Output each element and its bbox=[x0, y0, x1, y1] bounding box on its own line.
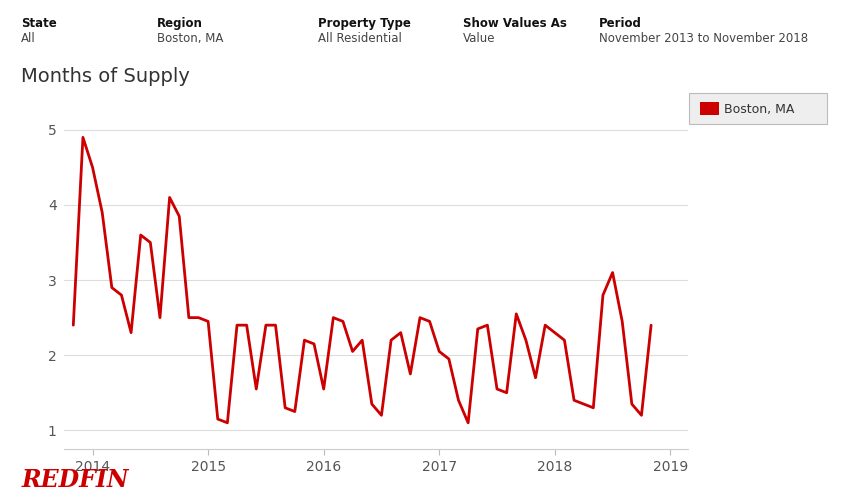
Text: REDFIN: REDFIN bbox=[21, 468, 129, 492]
Text: State: State bbox=[21, 17, 57, 30]
Text: Region: Region bbox=[157, 17, 203, 30]
Text: All Residential: All Residential bbox=[318, 32, 402, 45]
Text: All: All bbox=[21, 32, 36, 45]
Text: Show Values As: Show Values As bbox=[463, 17, 566, 30]
Text: Period: Period bbox=[599, 17, 642, 30]
Text: Boston, MA: Boston, MA bbox=[157, 32, 223, 45]
Text: November 2013 to November 2018: November 2013 to November 2018 bbox=[599, 32, 807, 45]
Text: Boston, MA: Boston, MA bbox=[724, 103, 795, 116]
Text: Value: Value bbox=[463, 32, 495, 45]
Text: Property Type: Property Type bbox=[318, 17, 411, 30]
Text: Months of Supply: Months of Supply bbox=[21, 67, 190, 86]
